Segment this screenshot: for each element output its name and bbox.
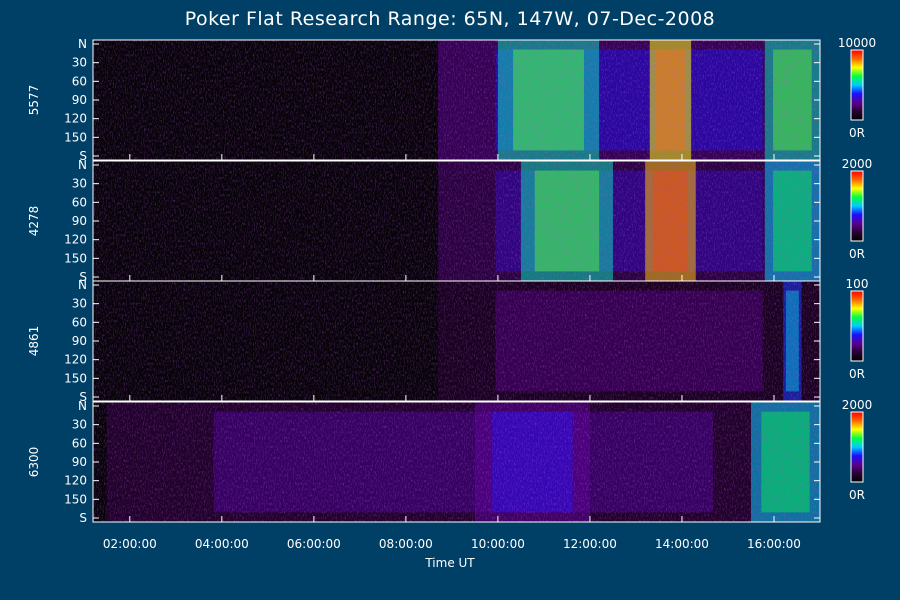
y-tick-label: 30 bbox=[72, 418, 87, 432]
y-tick-label: 120 bbox=[64, 233, 87, 247]
y-tick-label: 120 bbox=[64, 112, 87, 126]
y-tick-label: 120 bbox=[64, 474, 87, 488]
y-tick-label: S bbox=[79, 270, 87, 284]
panel-6300: N 30 60 90 120 150 S 6300 2000 0R bbox=[27, 398, 872, 525]
colorbar-min-label: 0R bbox=[849, 126, 865, 140]
colorbar-min-label: 0R bbox=[849, 367, 865, 381]
colorbar-max-label: 100 bbox=[846, 277, 869, 291]
y-tick-label: 90 bbox=[72, 93, 87, 107]
noise-overlay bbox=[93, 402, 820, 522]
x-axis-label: Time UT bbox=[425, 556, 475, 570]
y-tick-label: N bbox=[78, 37, 87, 51]
colorbar bbox=[850, 290, 864, 362]
colorbar-min-label: 0R bbox=[849, 488, 865, 502]
colorbar-min-label: 0R bbox=[849, 247, 865, 261]
x-tick-label: 10:00:00 bbox=[471, 537, 525, 551]
y-tick-label: 90 bbox=[72, 214, 87, 228]
y-tick-label: 30 bbox=[72, 56, 87, 70]
y-tick-label: 60 bbox=[72, 315, 87, 329]
y-tick-label: S bbox=[79, 511, 87, 525]
colorbar-max-label: 2000 bbox=[842, 157, 873, 171]
y-tick-label: S bbox=[79, 149, 87, 163]
x-tick-label: 02:00:00 bbox=[103, 537, 157, 551]
y-tick-label: N bbox=[78, 399, 87, 413]
colorbar bbox=[850, 170, 864, 242]
x-tick-label: 06:00:00 bbox=[287, 537, 341, 551]
y-tick-label: 150 bbox=[64, 251, 87, 265]
y-tick-label: 120 bbox=[64, 353, 87, 367]
colorbar-max-label: 10000 bbox=[838, 36, 876, 50]
colorbar-max-label: 2000 bbox=[842, 398, 873, 412]
panel-label: 4278 bbox=[27, 206, 41, 237]
x-tick-label: 08:00:00 bbox=[379, 537, 433, 551]
noise-overlay bbox=[93, 40, 820, 160]
x-tick-label: 14:00:00 bbox=[655, 537, 709, 551]
colorbar bbox=[850, 49, 864, 121]
y-tick-label: 150 bbox=[64, 130, 87, 144]
panel-label: 4861 bbox=[27, 326, 41, 357]
page-title: Poker Flat Research Range: 65N, 147W, 07… bbox=[184, 8, 716, 30]
x-tick-label: 16:00:00 bbox=[747, 537, 801, 551]
y-tick-label: 60 bbox=[72, 195, 87, 209]
panel-5577: N 30 60 90 120 150 S 5577 10000 0R bbox=[27, 36, 876, 163]
y-tick-label: 90 bbox=[72, 455, 87, 469]
colorbar bbox=[850, 411, 864, 483]
y-tick-label: 60 bbox=[72, 74, 87, 88]
panel-4278: N 30 60 90 120 150 S 4278 2000 0R bbox=[27, 157, 872, 284]
x-tick-label: 12:00:00 bbox=[563, 537, 617, 551]
y-tick-label: 30 bbox=[72, 177, 87, 191]
y-tick-label: 90 bbox=[72, 334, 87, 348]
noise-overlay bbox=[93, 161, 820, 281]
y-tick-label: 60 bbox=[72, 436, 87, 450]
noise-overlay bbox=[93, 281, 820, 401]
y-tick-label: 150 bbox=[64, 371, 87, 385]
panel-label: 6300 bbox=[27, 447, 41, 478]
y-tick-label: S bbox=[79, 390, 87, 404]
x-tick-label: 04:00:00 bbox=[195, 537, 249, 551]
y-tick-label: 150 bbox=[64, 492, 87, 506]
y-tick-label: 30 bbox=[72, 297, 87, 311]
y-tick-label: N bbox=[78, 158, 87, 172]
panel-4861: N 30 60 90 120 150 S 4861 100 0R bbox=[27, 277, 868, 404]
panel-label: 5577 bbox=[27, 85, 41, 116]
y-tick-label: N bbox=[78, 278, 87, 292]
